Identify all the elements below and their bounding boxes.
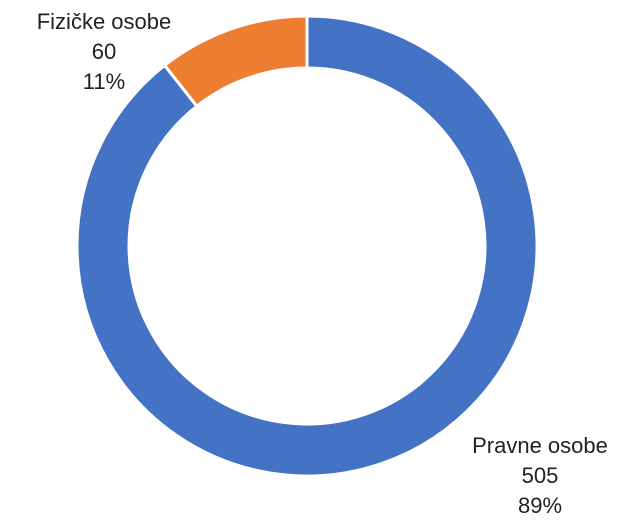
data-label-pravne-osobe: Pravne osobe 505 89%: [436, 431, 644, 521]
data-label-value: 60: [91, 39, 117, 64]
data-label-value: 505: [521, 463, 559, 488]
data-label-category: Pravne osobe: [472, 433, 608, 458]
donut-slice-fizi-ke-osobe: [162, 14, 309, 109]
data-label-category: Fizičke osobe: [36, 9, 172, 34]
data-label-fizicke-osobe: Fizičke osobe 60 11%: [0, 7, 208, 97]
data-label-percent: 11%: [82, 69, 126, 94]
data-label-percent: 89%: [517, 493, 563, 518]
donut-slices: [75, 14, 539, 478]
donut-slice-pravne-osobe: [75, 14, 539, 478]
